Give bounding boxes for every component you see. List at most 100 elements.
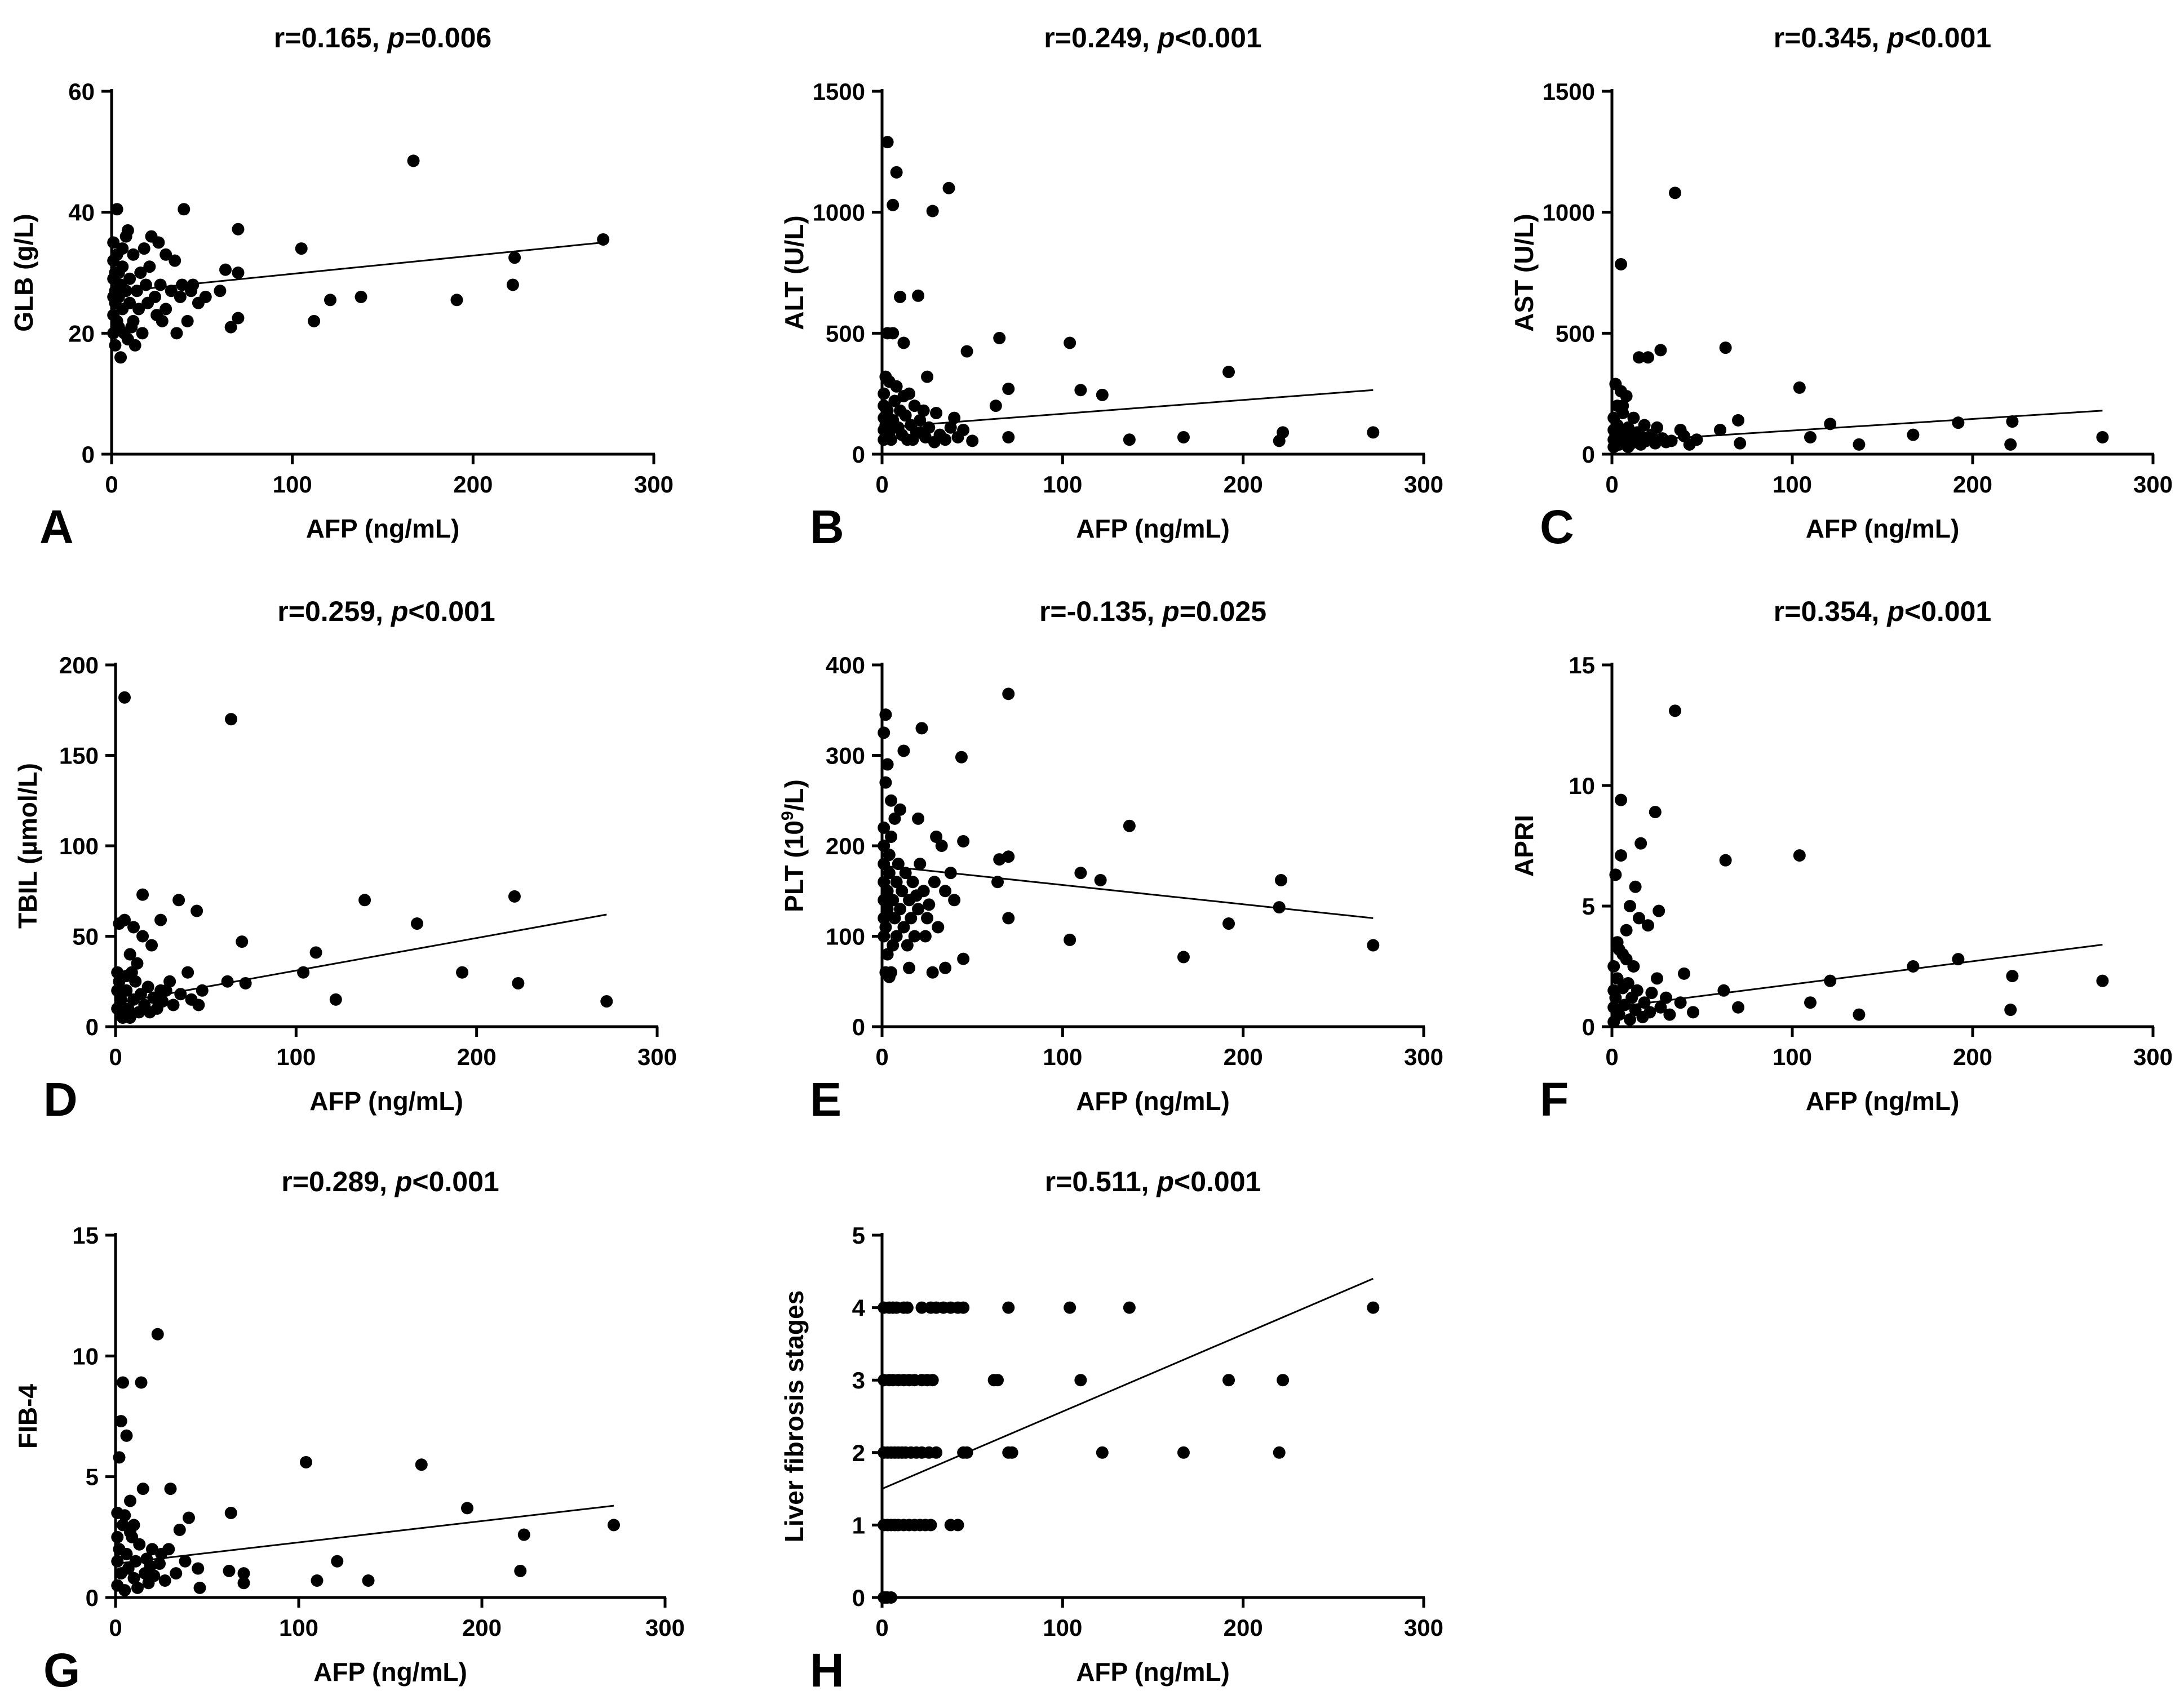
data-point (894, 290, 907, 303)
data-point (120, 1547, 133, 1560)
data-point (890, 166, 903, 179)
data-point (1367, 1301, 1380, 1314)
data-point (951, 1519, 964, 1532)
text-part: <0.001 (408, 596, 495, 627)
y-tick-label: 0 (86, 1014, 99, 1040)
text-part: r=0.345, (1774, 22, 1888, 54)
data-point (957, 1301, 970, 1314)
data-point (1624, 900, 1636, 912)
data-point (2096, 431, 2109, 443)
data-point (1678, 967, 1690, 980)
data-point (165, 285, 178, 298)
y-tick-label: 10 (1569, 773, 1595, 799)
data-point (881, 903, 894, 916)
text-part: p (1886, 22, 1904, 54)
y-tick-label: 0 (852, 441, 865, 468)
data-point (897, 336, 910, 349)
data-point (109, 339, 122, 352)
data-point (890, 380, 903, 393)
data-point (185, 285, 198, 298)
x-tick-label: 100 (273, 471, 312, 498)
data-point (1669, 704, 1681, 717)
data-point (219, 263, 232, 276)
data-point (109, 296, 122, 309)
data-point (921, 370, 934, 383)
text-part: <0.001 (1904, 596, 1991, 627)
data-point (951, 431, 964, 443)
data-point (1367, 939, 1380, 952)
text-part: <0.001 (1175, 22, 1261, 54)
data-point (512, 977, 525, 989)
data-point (883, 970, 896, 983)
data-point (1094, 873, 1107, 886)
data-point (124, 1526, 136, 1539)
y-tick-label: 2 (852, 1440, 865, 1466)
data-point (1824, 418, 1837, 431)
data-point (960, 1446, 973, 1459)
y-tick-label: 60 (68, 78, 95, 105)
data-point (135, 1376, 148, 1389)
data-point (957, 952, 970, 965)
data-point (930, 407, 943, 420)
data-point (1615, 849, 1627, 862)
data-point (1123, 433, 1136, 446)
data-point (1907, 960, 1920, 973)
text-part: p (390, 596, 409, 627)
y-axis-label: ALT (U/L) (779, 215, 809, 330)
data-point (1649, 806, 1662, 819)
y-tick-label: 40 (68, 199, 95, 226)
data-point (1624, 1013, 1636, 1026)
data-point (1177, 431, 1190, 443)
data-point (112, 321, 125, 334)
data-point (926, 966, 939, 979)
data-point (1714, 424, 1726, 437)
text-part: r=-0.135, (1039, 596, 1162, 627)
chart-title: r=0.249, p<0.001 (1044, 22, 1261, 54)
data-point (1222, 1374, 1235, 1387)
data-point (2006, 415, 2019, 428)
data-point (887, 198, 900, 211)
data-point (129, 339, 141, 352)
data-point (932, 921, 945, 934)
data-point (993, 331, 1006, 344)
y-tick-label: 15 (72, 1222, 99, 1249)
data-point (897, 921, 910, 934)
data-point (948, 411, 961, 424)
data-point (1634, 837, 1647, 850)
data-point (914, 414, 927, 427)
data-point (1277, 426, 1290, 439)
panel-letter: A (39, 500, 74, 553)
data-point (1274, 873, 1287, 886)
y-tick-label: 0 (852, 1014, 865, 1040)
data-point (914, 858, 927, 871)
y-tick-label: 5 (852, 1222, 865, 1249)
data-point (912, 903, 925, 916)
data-point (151, 1328, 164, 1341)
data-point (966, 434, 979, 447)
data-point (608, 1519, 620, 1532)
panel-letter: C (1540, 500, 1574, 553)
data-point (1952, 416, 1965, 429)
data-point (1222, 366, 1235, 379)
data-point (1612, 1008, 1625, 1021)
data-point (1615, 258, 1627, 270)
x-tick-label: 200 (1224, 1044, 1263, 1070)
data-point (120, 1429, 133, 1442)
chart-panel-d: r=0.259, p<0.001 0 100 200 300 0 50 100 150 200 AF… (13, 596, 677, 1126)
text-part: r=0.165, (274, 22, 388, 54)
chart-title: r=0.345, p<0.001 (1774, 22, 1991, 54)
data-point (295, 242, 308, 255)
panel-letter: E (810, 1073, 841, 1126)
data-point (1719, 854, 1732, 867)
data-point (894, 903, 907, 916)
data-point (125, 321, 138, 334)
data-point (118, 1584, 131, 1597)
data-point (887, 327, 900, 340)
data-point (223, 1564, 236, 1577)
data-point (237, 1567, 250, 1580)
x-tick-label: 100 (1773, 471, 1812, 498)
data-point (358, 894, 371, 907)
data-point (1660, 991, 1672, 1004)
data-point (896, 885, 909, 898)
data-point (1074, 384, 1087, 397)
